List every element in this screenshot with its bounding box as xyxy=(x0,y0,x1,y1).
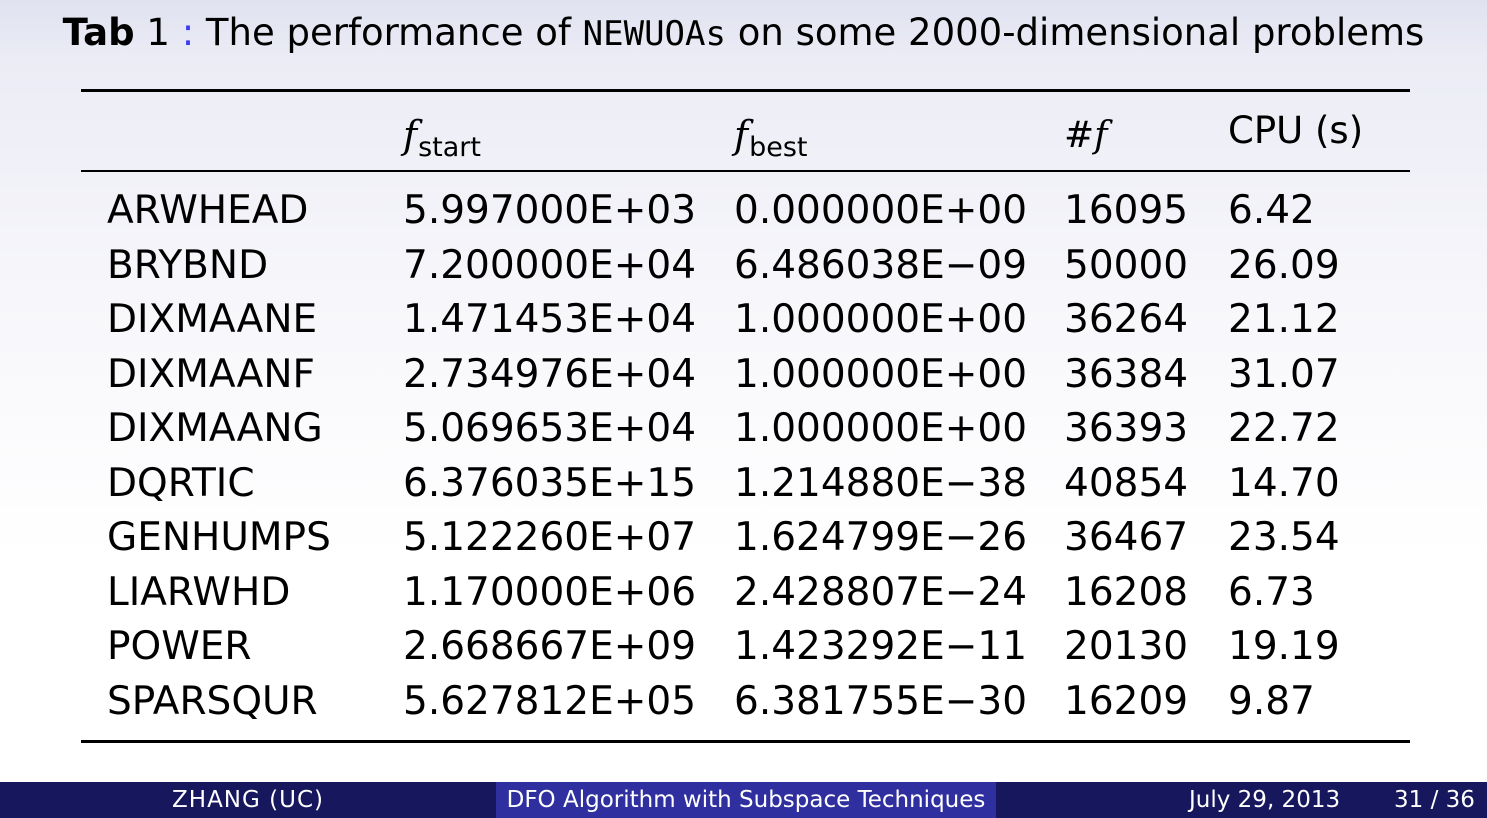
cell-fbest: 6.381755E−30 xyxy=(734,678,1028,724)
cell-fstart: 1.170000E+06 xyxy=(403,569,697,615)
cell-nf: 16209 xyxy=(1064,678,1189,724)
caption-number: 1 xyxy=(146,11,170,54)
cell-fbest: 1.000000E+00 xyxy=(734,406,1028,451)
caption-code: NEWUOAs xyxy=(582,14,726,54)
table-row: POWER 2.668667E+09 1.423292E−11 20130 19.19 xyxy=(0,620,1487,674)
header-cpu-label: CPU (s) xyxy=(1228,109,1364,152)
cell-problem-name: GENHUMPS xyxy=(107,515,331,560)
cell-nf: 36264 xyxy=(1064,297,1189,342)
table-row: DQRTIC 6.376035E+15 1.214880E−38 40854 14.70 xyxy=(0,457,1487,511)
cell-cpu: 6.42 xyxy=(1228,188,1315,233)
cell-cpu: 14.70 xyxy=(1228,460,1340,506)
header-fstart-symbol: f xyxy=(403,113,418,157)
cell-nf: 36467 xyxy=(1064,515,1189,560)
table-row: DIXMAANE 1.471453E+04 1.000000E+00 36264 21.… xyxy=(0,293,1487,347)
header-fbest-subscript: best xyxy=(749,132,808,163)
header-fstart-subscript: start xyxy=(418,132,481,163)
cell-fstart: 6.376035E+15 xyxy=(403,460,697,506)
table-bottom-rule xyxy=(81,740,1410,743)
table-caption: Tab 1 : The performance of NEWUOAs on so… xyxy=(0,10,1487,56)
cell-fstart: 1.471453E+04 xyxy=(403,297,697,342)
header-cpu: CPU (s) xyxy=(1228,106,1363,156)
table-row: LIARWHD 1.170000E+06 2.428807E−24 16208 6.73 xyxy=(0,566,1487,620)
table-row: DIXMAANG 5.069653E+04 1.000000E+00 36393 22.… xyxy=(0,402,1487,456)
cell-problem-name: LIARWHD xyxy=(107,569,291,615)
cell-cpu: 26.09 xyxy=(1228,242,1340,288)
header-nf: #f xyxy=(1064,110,1108,160)
cell-cpu: 31.07 xyxy=(1228,351,1340,397)
header-fbest: fbest xyxy=(734,110,808,163)
cell-nf: 36384 xyxy=(1064,351,1189,397)
cell-fbest: 1.624799E−26 xyxy=(734,515,1028,560)
cell-fstart: 2.734976E+04 xyxy=(403,351,697,397)
footer-date: July 29, 2013 xyxy=(1189,787,1341,813)
table-row: DIXMAANF 2.734976E+04 1.000000E+00 36384 31.… xyxy=(0,348,1487,402)
cell-nf: 50000 xyxy=(1064,242,1189,288)
cell-cpu: 6.73 xyxy=(1228,569,1315,615)
cell-fstart: 5.627812E+05 xyxy=(403,678,697,724)
table-top-rule xyxy=(81,89,1410,92)
cell-fbest: 6.486038E−09 xyxy=(734,242,1028,288)
cell-fstart: 5.069653E+04 xyxy=(403,406,697,451)
cell-nf: 36393 xyxy=(1064,406,1189,451)
cell-fstart: 2.668667E+09 xyxy=(403,624,697,669)
cell-cpu: 22.72 xyxy=(1228,406,1340,451)
cell-fbest: 1.214880E−38 xyxy=(734,460,1028,506)
footer-page-number: 31 / 36 xyxy=(1394,787,1475,813)
cell-problem-name: POWER xyxy=(107,624,252,669)
table-row: ARWHEAD 5.997000E+03 0.000000E+00 16095 6.42 xyxy=(0,184,1487,238)
cell-nf: 40854 xyxy=(1064,460,1189,506)
table-row: SPARSQUR 5.627812E+05 6.381755E−30 16209 9.8… xyxy=(0,675,1487,729)
cell-cpu: 23.54 xyxy=(1228,515,1340,560)
header-nf-label: #f xyxy=(1064,115,1108,156)
caption-label: Tab xyxy=(62,11,135,54)
cell-cpu: 21.12 xyxy=(1228,297,1340,342)
slide-footer: ZHANG (UC) DFO Algorithm with Subspace T… xyxy=(0,782,1487,818)
cell-fbest: 2.428807E−24 xyxy=(734,569,1028,615)
cell-fbest: 1.000000E+00 xyxy=(734,297,1028,342)
table-row: BRYBND 7.200000E+04 6.486038E−09 50000 26.09 xyxy=(0,239,1487,293)
caption-text-after: on some 2000-dimensional problems xyxy=(737,11,1425,54)
cell-cpu: 9.87 xyxy=(1228,678,1315,724)
cell-fbest: 1.423292E−11 xyxy=(734,624,1028,669)
cell-problem-name: DIXMAANG xyxy=(107,406,323,451)
caption-text-before: The performance of xyxy=(205,11,571,54)
table-header-rule xyxy=(81,170,1410,172)
cell-fstart: 5.122260E+07 xyxy=(403,515,697,560)
cell-cpu: 19.19 xyxy=(1228,624,1340,669)
cell-nf: 16208 xyxy=(1064,569,1189,615)
cell-problem-name: SPARSQUR xyxy=(107,678,318,724)
cell-nf: 16095 xyxy=(1064,188,1189,233)
header-fbest-symbol: f xyxy=(734,113,749,157)
table-row: GENHUMPS 5.122260E+07 1.624799E−26 36467 23.… xyxy=(0,511,1487,565)
cell-problem-name: BRYBND xyxy=(107,242,269,288)
footer-title: DFO Algorithm with Subspace Techniques xyxy=(506,787,986,813)
caption-separator: : xyxy=(181,11,195,54)
cell-problem-name: DQRTIC xyxy=(107,460,255,506)
cell-problem-name: DIXMAANF xyxy=(107,351,315,397)
cell-fstart: 5.997000E+03 xyxy=(403,188,697,233)
footer-author: ZHANG (UC) xyxy=(172,787,324,813)
cell-nf: 20130 xyxy=(1064,624,1189,669)
cell-fbest: 1.000000E+00 xyxy=(734,351,1028,397)
footer-author-section: ZHANG (UC) xyxy=(0,782,496,818)
footer-date-section: July 29, 2013 31 / 36 xyxy=(996,782,1487,818)
cell-problem-name: ARWHEAD xyxy=(107,188,309,233)
header-fstart: fstart xyxy=(403,110,481,163)
cell-problem-name: DIXMAANE xyxy=(107,297,318,342)
footer-title-section: DFO Algorithm with Subspace Techniques xyxy=(496,782,996,818)
cell-fstart: 7.200000E+04 xyxy=(403,242,697,288)
cell-fbest: 0.000000E+00 xyxy=(734,188,1028,233)
